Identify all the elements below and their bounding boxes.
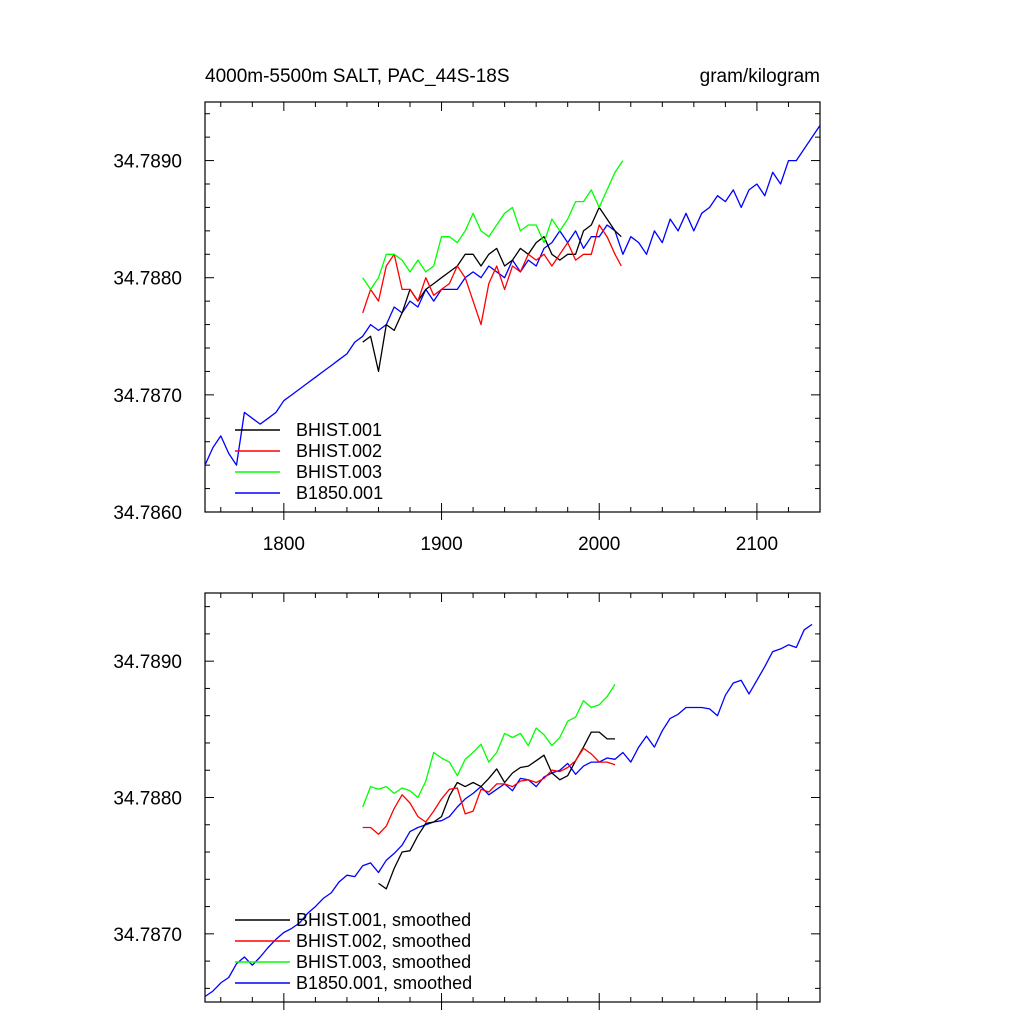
top-title-right: gram/kilogram <box>700 66 820 87</box>
y-tick-label: 34.7890 <box>113 152 182 173</box>
y-tick-label: 34.7870 <box>113 386 182 407</box>
x-tick-label: 2000 <box>578 534 620 555</box>
top-y-axis: 34.7860 34.7870 34.7880 34.7890 <box>113 152 182 524</box>
x-tick-label: 1800 <box>263 534 305 555</box>
y-tick-label: 34.7860 <box>113 503 182 524</box>
series-line-bhist-003 <box>362 160 624 291</box>
series-line-b1850-001 <box>204 125 821 466</box>
top-title-left: 4000m-5500m SALT, PAC_44S-18S <box>205 66 510 87</box>
legend-label: B1850.001, smoothed <box>296 973 472 993</box>
series-line-bhist-003 <box>362 683 616 808</box>
x-tick-label: 1900 <box>420 534 462 555</box>
bottom-series-group <box>204 623 813 998</box>
legend-label: BHIST.003, smoothed <box>296 952 471 972</box>
legend-label: BHIST.002, smoothed <box>296 931 471 951</box>
series-line-bhist-002 <box>362 747 616 835</box>
y-tick-label: 34.7880 <box>113 269 182 290</box>
legend-label: BHIST.001 <box>296 420 382 440</box>
y-tick-label: 34.7870 <box>113 925 182 946</box>
bottom-axis-ticks <box>205 593 821 1010</box>
bottom-panel: 34.7870 34.7880 34.7890 BHIST.001, smoothe… <box>113 592 821 1010</box>
legend-label: BHIST.003 <box>296 462 382 482</box>
top-axis-ticks <box>205 102 821 520</box>
top-panel: 4000m-5500m SALT, PAC_44S-18S gram/kilog… <box>113 66 821 555</box>
top-x-axis: 1800 1900 2000 2100 <box>263 534 778 555</box>
top-series-group <box>204 125 821 466</box>
top-plot-frame <box>204 101 821 513</box>
series-line-bhist-002 <box>362 224 622 326</box>
series-line-bhist-001 <box>362 206 622 373</box>
y-tick-label: 34.7890 <box>113 652 182 673</box>
legend-label: BHIST.002 <box>296 441 382 461</box>
legend-label: B1850.001 <box>296 483 383 503</box>
y-tick-label: 34.7880 <box>113 789 182 810</box>
series-line-b1850-001 <box>204 623 813 998</box>
legend-label: BHIST.001, smoothed <box>296 910 471 930</box>
bottom-y-axis: 34.7870 34.7880 34.7890 <box>113 652 182 946</box>
x-tick-label: 2100 <box>736 534 778 555</box>
